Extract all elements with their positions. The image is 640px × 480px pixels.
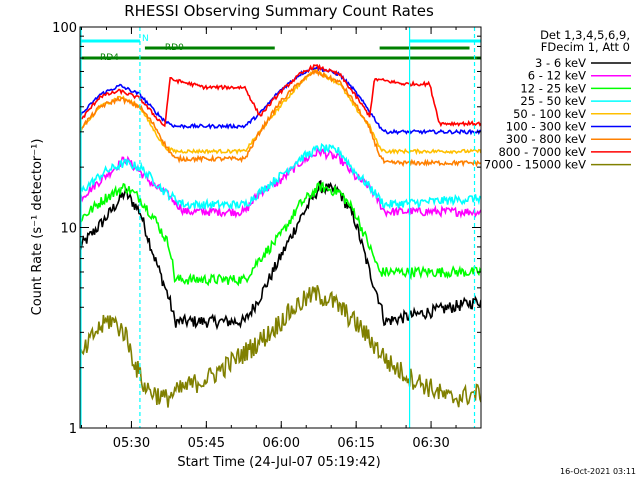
series-7000-15000-kev	[80, 285, 481, 408]
y-tick-label-1: 1	[69, 422, 77, 437]
series-layer	[80, 63, 481, 408]
legend-label-6-12-kev: 6 - 12 keV	[528, 69, 586, 83]
x-tick-label-05-45: 05:45	[188, 436, 225, 451]
legend-label-7000-15000-kev: 7000 - 15000 keV	[484, 158, 586, 172]
legend-header-line-2: FDecim 1, Att 0	[541, 40, 630, 54]
chart-title: RHESSI Observing Summary Count Rates	[124, 2, 434, 20]
state-bar-label-rd0: RD0	[165, 43, 184, 53]
y-tick-label-100: 100	[52, 21, 77, 36]
y-tick-label-10: 10	[60, 222, 77, 237]
series-300-800-kev	[80, 68, 481, 168]
x-tick-label-05-30: 05:30	[113, 436, 150, 451]
axes-layer: 05:30 05:45 06:00 06:15 06:30 1 10 100	[52, 21, 482, 451]
legend-label-12-25-kev: 12 - 25 keV	[520, 81, 586, 95]
series-800-7000-kev	[80, 63, 481, 128]
y-axis-label: Count Rate (s⁻¹ detector⁻¹)	[30, 139, 45, 316]
state-bar-label-rd4: RD4	[100, 53, 119, 63]
state-bar-label-n: N	[142, 34, 149, 44]
x-tick-label-06-00: 06:00	[263, 436, 300, 451]
x-tick-label-06-15: 06:15	[337, 436, 374, 451]
series-12-25-kev	[80, 181, 481, 287]
legend-label-25-50-kev: 25 - 50 keV	[520, 94, 586, 108]
legend-label-50-100-kev: 50 - 100 keV	[513, 107, 586, 121]
series-3-6-kev	[80, 179, 481, 331]
series-25-50-kev	[80, 142, 481, 211]
legend-label-100-300-kev: 100 - 300 keV	[506, 120, 586, 134]
legend-label-800-7000-kev: 800 - 7000 keV	[498, 145, 586, 159]
x-axis-label: Start Time (24-Jul-07 05:19:42)	[177, 455, 380, 470]
legend: Det 1,3,4,5,6,9, FDecim 1, Att 0 3 - 6 k…	[484, 28, 631, 172]
x-tick-label-06-30: 06:30	[412, 436, 449, 451]
legend-header-line-1: Det 1,3,4,5,6,9,	[540, 28, 630, 42]
legend-label-300-800-kev: 300 - 800 keV	[506, 132, 586, 146]
state-bars-layer: N RD0 RD4	[80, 34, 481, 63]
legend-label-3-6-kev: 3 - 6 keV	[535, 56, 586, 70]
timestamp: 16-Oct-2021 03:11	[560, 467, 636, 476]
